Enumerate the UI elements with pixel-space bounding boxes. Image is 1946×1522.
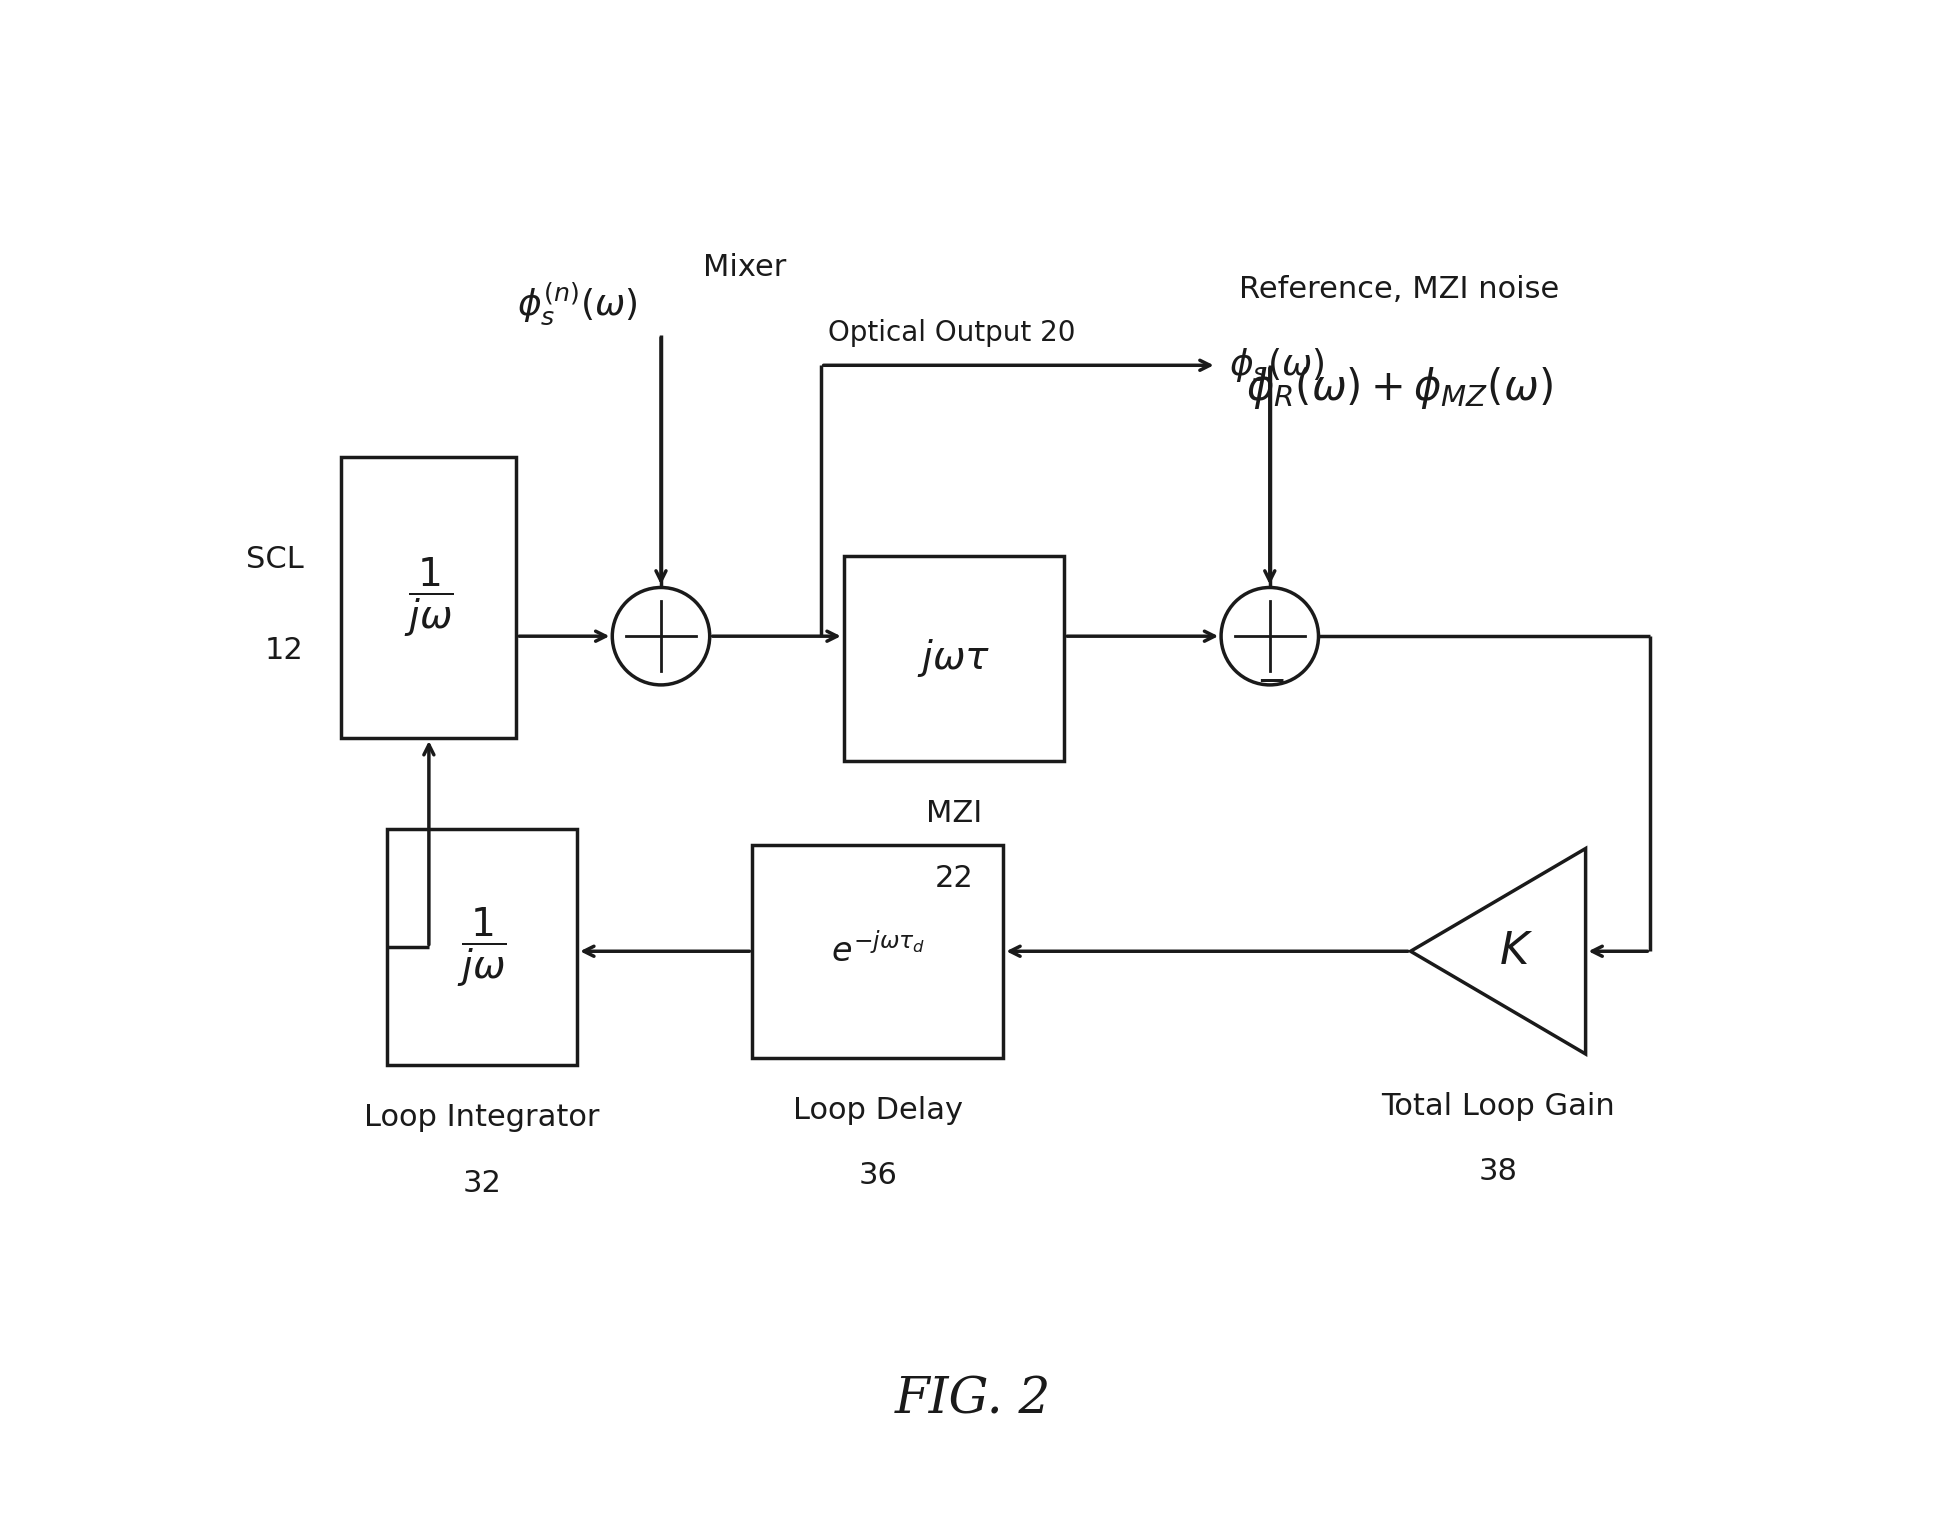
Text: $\phi_s(\omega)$: $\phi_s(\omega)$ [1228,347,1323,384]
Bar [341,457,516,738]
Text: Total Loop Gain: Total Loop Gain [1382,1093,1615,1122]
Text: Loop Integrator: Loop Integrator [364,1103,599,1132]
Text: $\phi_s^{(n)}(\omega)$: $\phi_s^{(n)}(\omega)$ [518,282,638,327]
Bar [845,556,1064,761]
Circle shape [613,587,710,685]
Text: 38: 38 [1479,1157,1518,1187]
Text: Mixer: Mixer [703,253,786,282]
Polygon shape [1411,849,1586,1053]
Text: $e^{-j\omega\tau_d}$: $e^{-j\omega\tau_d}$ [831,933,924,970]
Text: $K$: $K$ [1498,930,1533,973]
Text: $j\omega\tau$: $j\omega\tau$ [917,638,991,679]
Text: Loop Delay: Loop Delay [792,1096,963,1125]
Bar [387,829,578,1065]
Text: Reference, MZI noise: Reference, MZI noise [1240,275,1559,304]
Text: $\dfrac{1}{j\omega}$: $\dfrac{1}{j\omega}$ [405,556,453,639]
Text: $\phi_R(\omega)+\phi_{MZ}(\omega)$: $\phi_R(\omega)+\phi_{MZ}(\omega)$ [1245,365,1553,411]
Text: MZI: MZI [926,799,983,828]
Circle shape [1220,587,1319,685]
Text: 36: 36 [858,1161,897,1190]
Text: $\dfrac{1}{j\omega}$: $\dfrac{1}{j\omega}$ [457,906,508,989]
Text: 12: 12 [265,636,304,665]
Text: FIG. 2: FIG. 2 [895,1376,1051,1425]
Text: 22: 22 [934,864,973,893]
Text: $-$: $-$ [1255,664,1284,697]
Text: SCL: SCL [245,545,304,574]
Text: Optical Output 20: Optical Output 20 [829,320,1076,347]
Bar [753,845,1004,1058]
Text: 32: 32 [463,1169,502,1198]
